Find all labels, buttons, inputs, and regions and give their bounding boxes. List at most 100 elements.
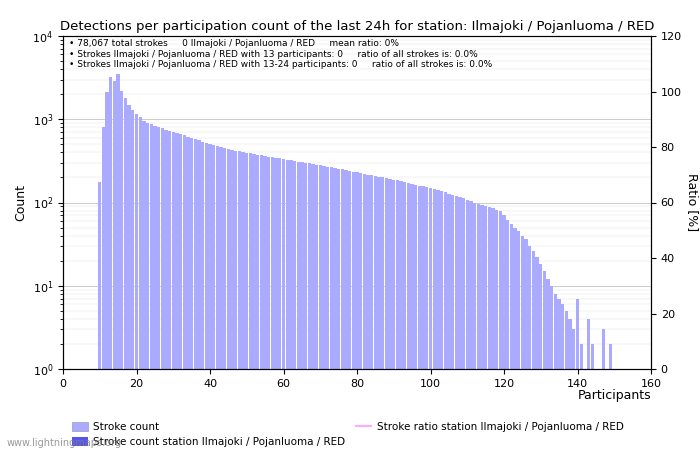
Bar — [414, 184, 417, 450]
Bar — [594, 369, 598, 450]
Bar — [351, 171, 355, 450]
Bar — [256, 155, 260, 450]
Bar — [124, 98, 127, 450]
Bar — [307, 163, 311, 450]
Title: Detections per participation count of the last 24h for station: Ilmajoki / Pojan: Detections per participation count of th… — [60, 20, 655, 33]
Bar — [532, 251, 535, 450]
Bar — [591, 344, 594, 450]
Bar — [451, 195, 454, 450]
Bar — [521, 236, 524, 450]
Bar — [116, 74, 120, 450]
Bar — [69, 377, 72, 450]
Bar — [98, 182, 102, 450]
Bar — [209, 144, 211, 450]
Bar — [580, 344, 583, 450]
Bar — [557, 299, 561, 450]
Bar — [561, 304, 564, 450]
Bar — [587, 319, 590, 450]
Y-axis label: Ratio [%]: Ratio [%] — [685, 173, 699, 232]
Bar — [168, 131, 172, 450]
Bar — [568, 319, 572, 450]
Bar — [480, 205, 484, 450]
Bar — [267, 157, 270, 450]
Bar — [197, 140, 201, 450]
Bar — [631, 377, 634, 450]
Bar — [517, 231, 520, 450]
Bar — [326, 166, 329, 450]
Bar — [271, 157, 274, 450]
Bar — [609, 344, 612, 450]
Bar — [400, 181, 402, 450]
Bar — [223, 148, 226, 450]
Bar — [241, 153, 245, 450]
Bar — [72, 377, 76, 450]
Bar — [550, 286, 554, 450]
Bar — [330, 167, 333, 450]
Bar — [576, 299, 579, 450]
Bar — [194, 139, 197, 450]
Bar — [440, 191, 443, 450]
Bar — [638, 377, 642, 450]
Bar — [312, 164, 314, 450]
Bar — [344, 170, 348, 450]
Bar — [91, 377, 94, 450]
Bar — [131, 110, 134, 450]
Bar — [462, 198, 466, 450]
Bar — [627, 377, 631, 450]
Bar — [150, 124, 153, 450]
Bar — [506, 220, 510, 450]
Bar — [565, 311, 568, 450]
Bar — [179, 134, 182, 450]
Bar — [624, 369, 627, 450]
Bar — [635, 369, 638, 450]
Bar — [109, 77, 113, 450]
Bar — [120, 91, 123, 450]
Bar — [418, 185, 421, 450]
Bar — [175, 133, 178, 450]
Bar — [135, 114, 138, 450]
Bar — [454, 196, 458, 450]
Bar — [87, 377, 90, 450]
Bar — [645, 369, 649, 450]
Bar — [528, 246, 531, 450]
Bar — [554, 294, 557, 450]
Bar — [201, 142, 204, 450]
Bar — [458, 197, 461, 450]
Bar — [106, 92, 108, 450]
Bar — [403, 182, 407, 450]
Bar — [410, 184, 414, 450]
Bar — [219, 147, 223, 450]
Bar — [620, 369, 623, 450]
Bar — [212, 145, 216, 450]
Bar — [606, 369, 608, 450]
Bar — [263, 156, 267, 450]
Bar — [204, 143, 208, 450]
Bar — [370, 176, 373, 450]
Bar — [289, 161, 293, 450]
Text: Participants: Participants — [578, 389, 651, 402]
Bar — [503, 216, 505, 450]
Bar — [395, 180, 399, 450]
Bar — [381, 177, 384, 450]
Bar — [495, 210, 498, 450]
Bar — [447, 194, 451, 450]
Y-axis label: Count: Count — [14, 184, 27, 221]
Bar — [356, 172, 358, 450]
Bar — [65, 377, 69, 450]
Bar — [389, 179, 392, 450]
Bar — [300, 162, 304, 450]
Bar — [612, 369, 616, 450]
Bar — [616, 369, 620, 450]
Bar — [142, 121, 146, 450]
Bar — [385, 178, 388, 450]
Bar — [164, 130, 167, 450]
Bar — [230, 150, 234, 450]
Bar — [253, 154, 256, 450]
Bar — [429, 189, 432, 450]
Bar — [94, 377, 98, 450]
Bar — [186, 136, 190, 450]
Bar — [510, 224, 513, 450]
Bar — [572, 329, 575, 450]
Bar — [477, 203, 480, 450]
Bar — [102, 127, 105, 450]
